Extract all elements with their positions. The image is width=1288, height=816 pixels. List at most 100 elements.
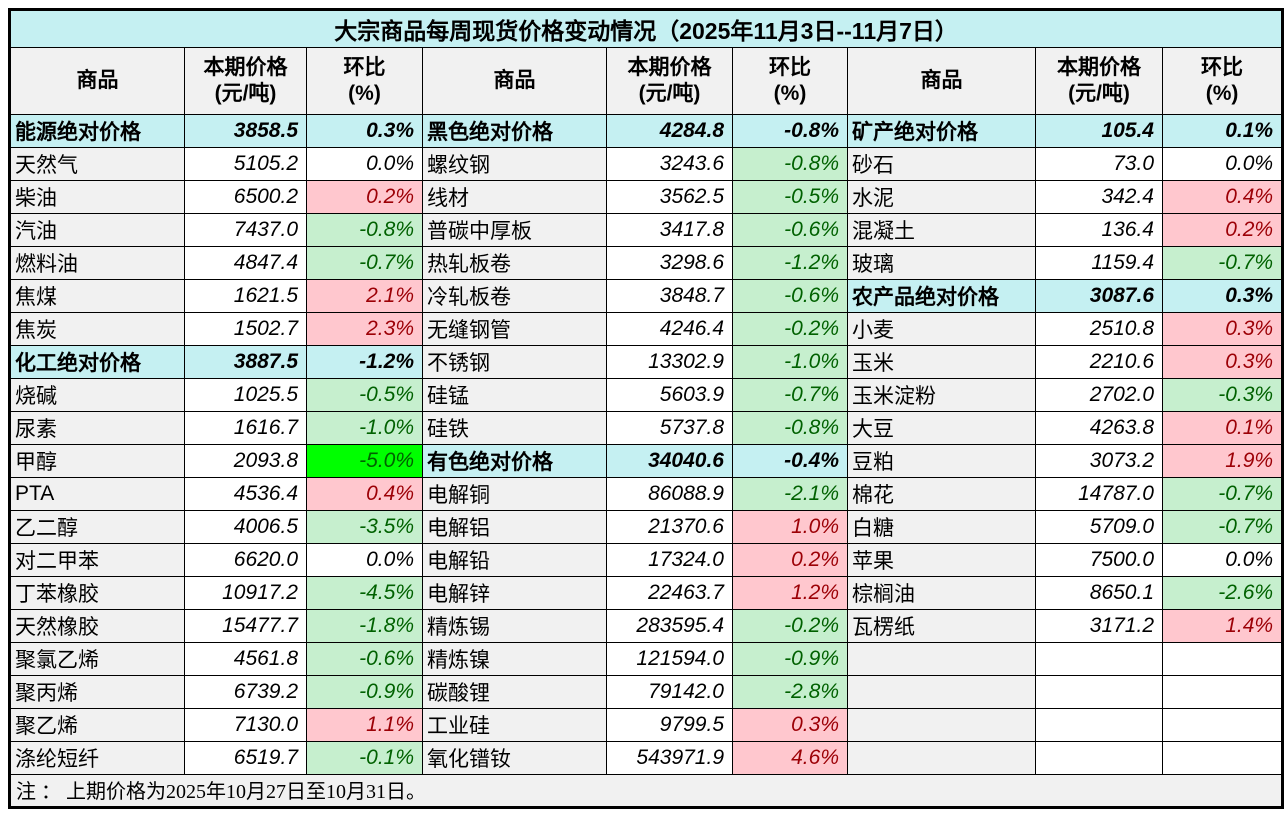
cell-current-price: 17324.0 [606, 543, 733, 577]
cell-change-percent: -1.0% [732, 345, 848, 379]
cell-commodity-name: 涤纶短纤 [9, 741, 185, 775]
col-header-price: 本期价格 (元/吨) [1035, 47, 1163, 115]
col-header-price-line2: (元/吨) [1068, 82, 1130, 105]
cell-change-percent [1161, 675, 1284, 709]
table-row: 汽油 7437.0 -0.8% 普碳中厚板 3417.8 -0.6% 混凝土 136.4 0.2… [9, 213, 1284, 247]
cell-current-price: 4246.4 [606, 312, 733, 346]
cell-commodity-name: 冷轧板卷 [422, 279, 607, 313]
col-header-price-line2: (元/吨) [638, 82, 701, 105]
cell-change-percent: -0.5% [732, 180, 848, 214]
cell-commodity-name: PTA [9, 477, 185, 511]
col-header-price: 本期价格 (元/吨) [606, 47, 733, 115]
cell-current-price: 2210.6 [1035, 345, 1163, 379]
cell-change-percent: -5.0% [306, 444, 423, 478]
cell-commodity-name: 黑色绝对价格 [422, 114, 607, 148]
cell-current-price: 6519.7 [184, 741, 307, 775]
cell-change-percent: -0.9% [306, 675, 423, 709]
cell-change-percent: -0.5% [306, 378, 423, 412]
cell-commodity-name: 硅铁 [422, 411, 607, 445]
cell-commodity-name: 聚丙烯 [9, 675, 185, 709]
cell-commodity-name: 能源绝对价格 [9, 114, 185, 148]
col-header-change: 环比 (%) [1161, 47, 1284, 115]
col-header-change: 环比 (%) [306, 47, 423, 115]
cell-commodity-name: 苹果 [847, 543, 1036, 577]
cell-current-price: 3243.6 [606, 147, 733, 181]
cell-current-price: 86088.9 [606, 477, 733, 511]
cell-change-percent: -0.8% [732, 147, 848, 181]
cell-commodity-name: 水泥 [847, 180, 1036, 214]
table-row: 丁苯橡胶 10917.2 -4.5% 电解锌 22463.7 1.2% 棕榈油 8650.1-… [9, 576, 1284, 610]
cell-current-price [1035, 642, 1163, 676]
cell-current-price: 105.4 [1035, 114, 1163, 148]
cell-commodity-name: 乙二醇 [9, 510, 185, 544]
cell-current-price: 3087.6 [1035, 279, 1163, 313]
cell-current-price: 79142.0 [606, 675, 733, 709]
cell-commodity-name: 尿素 [9, 411, 185, 445]
cell-current-price: 1025.5 [184, 378, 307, 412]
cell-current-price: 4561.8 [184, 642, 307, 676]
cell-commodity-name: 玻璃 [847, 246, 1036, 280]
cell-change-percent: 0.3% [306, 114, 423, 148]
col-header-price-line2: (元/吨) [214, 82, 277, 105]
cell-change-percent: -0.2% [732, 609, 848, 643]
cell-commodity-name: 大豆 [847, 411, 1036, 445]
cell-current-price: 342.4 [1035, 180, 1163, 214]
cell-current-price: 9799.5 [606, 708, 733, 742]
footnote-row: 注 ： 上期价格为2025年10月27日至10月31日。 [8, 774, 1284, 808]
col-header-change-line2: (%) [348, 82, 381, 105]
cell-change-percent: -1.8% [306, 609, 423, 643]
cell-change-percent: 1.1% [306, 708, 423, 742]
cell-change-percent: 2.1% [306, 279, 423, 313]
cell-commodity-name: 矿产绝对价格 [847, 114, 1036, 148]
cell-current-price: 21370.6 [606, 510, 733, 544]
cell-change-percent: -0.8% [732, 114, 848, 148]
table-row: 乙二醇 4006.5 -3.5% 电解铝 21370.6 1.0% 白糖 5709.0 -0.7… [9, 510, 1284, 544]
cell-change-percent [1161, 708, 1284, 742]
col-header-change: 环比 (%) [732, 47, 848, 115]
cell-current-price: 4847.4 [184, 246, 307, 280]
cell-change-percent: 0.2% [306, 180, 423, 214]
cell-commodity-name [847, 642, 1036, 676]
cell-current-price: 4006.5 [184, 510, 307, 544]
cell-current-price: 4536.4 [184, 477, 307, 511]
cell-current-price [1035, 708, 1163, 742]
cell-commodity-name: 工业硅 [422, 708, 607, 742]
cell-current-price: 1502.7 [184, 312, 307, 346]
cell-current-price [1035, 741, 1163, 775]
cell-commodity-name: 化工绝对价格 [9, 345, 185, 379]
cell-change-percent: 0.3% [1161, 312, 1284, 346]
cell-change-percent: 0.0% [1161, 147, 1284, 181]
cell-change-percent: 0.1% [1161, 411, 1284, 445]
cell-commodity-name: 玉米淀粉 [847, 378, 1036, 412]
cell-commodity-name: 烧碱 [9, 378, 185, 412]
table-row: 甲醇 2093.8 -5.0% 有色绝对价格 34040.6 -0.4% 豆粕 3073.2 1… [9, 444, 1284, 478]
cell-commodity-name: 电解锌 [422, 576, 607, 610]
cell-change-percent: 0.1% [1161, 114, 1284, 148]
cell-commodity-name [847, 708, 1036, 742]
cell-current-price: 5105.2 [184, 147, 307, 181]
cell-change-percent: -0.7% [1161, 246, 1284, 280]
cell-change-percent: 4.6% [732, 741, 848, 775]
col-header-commodity: 商品 [422, 47, 607, 115]
cell-commodity-name: 焦炭 [9, 312, 185, 346]
cell-commodity-name: 焦煤 [9, 279, 185, 313]
cell-change-percent: -0.4% [732, 444, 848, 478]
cell-commodity-name: 无缝钢管 [422, 312, 607, 346]
cell-current-price: 6739.2 [184, 675, 307, 709]
page-title: 大宗商品每周现货价格变动情况（2025年11月3日--11月7日） [8, 9, 1284, 48]
cell-commodity-name: 氧化镨钕 [422, 741, 607, 775]
cell-current-price: 3562.5 [606, 180, 733, 214]
cell-current-price: 5603.9 [606, 378, 733, 412]
table-row: 聚丙烯 6739.2 -0.9% 碳酸锂 79142.0 -2.8% [9, 675, 1284, 709]
cell-change-percent: -0.7% [732, 378, 848, 412]
cell-commodity-name: 聚乙烯 [9, 708, 185, 742]
cell-commodity-name [847, 741, 1036, 775]
cell-commodity-name: 聚氯乙烯 [9, 642, 185, 676]
cell-change-percent: 0.2% [732, 543, 848, 577]
cell-commodity-name: 豆粕 [847, 444, 1036, 478]
cell-current-price: 4284.8 [606, 114, 733, 148]
cell-commodity-name: 柴油 [9, 180, 185, 214]
cell-current-price: 2510.8 [1035, 312, 1163, 346]
cell-change-percent: -1.0% [306, 411, 423, 445]
cell-change-percent: 0.0% [306, 147, 423, 181]
